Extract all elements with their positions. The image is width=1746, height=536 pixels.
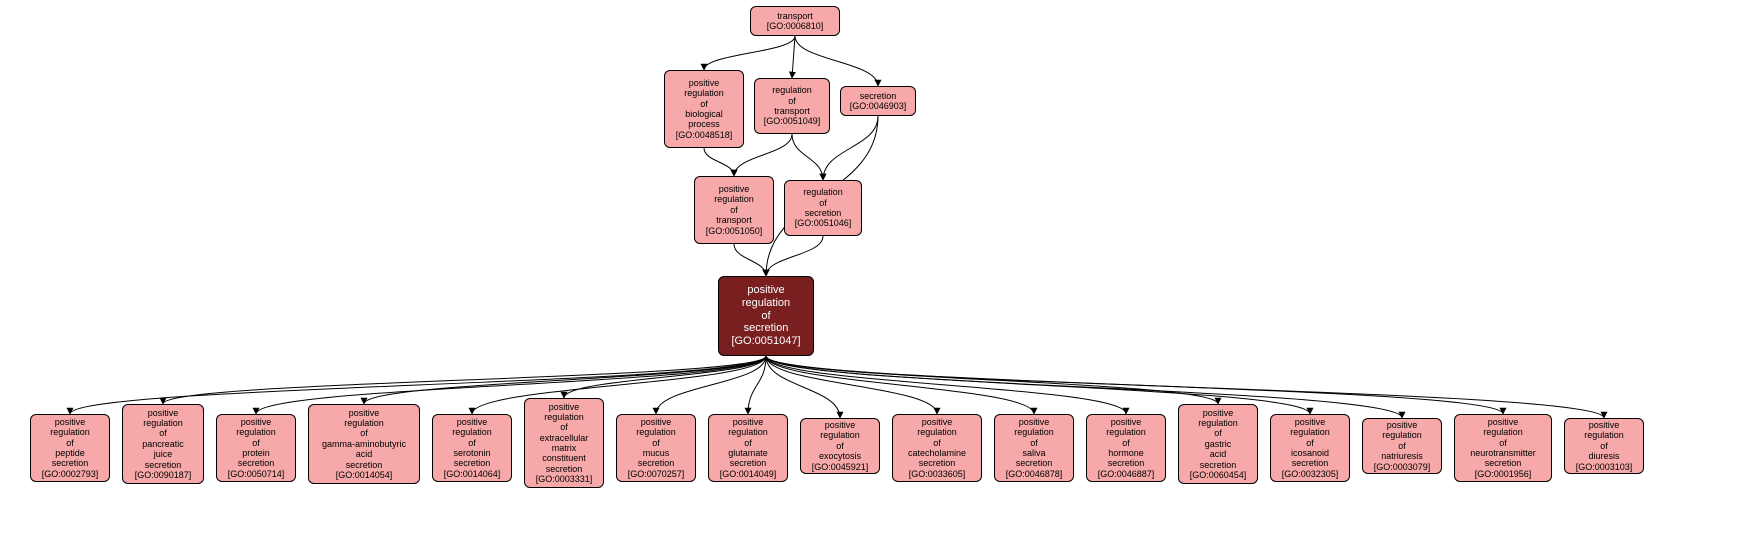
node-label: regulation of transport [GO:0051049]: [764, 85, 821, 126]
edge: [766, 356, 1402, 418]
edge: [748, 356, 766, 414]
edge: [704, 36, 795, 70]
node-focus[interactable]: positive regulation of secretion [GO:005…: [718, 276, 814, 356]
node-label: positive regulation of glutamate secreti…: [720, 417, 777, 479]
node-label: positive regulation of gastric acid secr…: [1190, 408, 1247, 480]
edge: [766, 356, 1126, 414]
node-label: positive regulation of secretion [GO:005…: [731, 284, 800, 347]
node-leaf6[interactable]: positive regulation of mucus secretion […: [616, 414, 696, 482]
edge: [823, 116, 878, 180]
node-leaf5[interactable]: positive regulation of extracellular mat…: [524, 398, 604, 488]
edge: [766, 356, 937, 414]
edge: [704, 148, 734, 176]
edge: [564, 356, 766, 398]
node-label: positive regulation of peptide secretion…: [42, 417, 99, 479]
node-label: transport [GO:0006810]: [767, 11, 824, 32]
node-label: positive regulation of extracellular mat…: [536, 402, 593, 485]
node-regsecr[interactable]: regulation of secretion [GO:0051046]: [784, 180, 862, 236]
node-label: positive regulation of mucus secretion […: [628, 417, 685, 479]
node-secretion[interactable]: secretion [GO:0046903]: [840, 86, 916, 116]
node-label: positive regulation of diuresis [GO:0003…: [1576, 420, 1633, 472]
node-label: positive regulation of transport [GO:005…: [706, 184, 763, 236]
node-label: positive regulation of catecholamine sec…: [908, 417, 966, 479]
node-leaf13[interactable]: positive regulation of icosanoid secreti…: [1270, 414, 1350, 482]
node-label: positive regulation of saliva secretion …: [1006, 417, 1063, 479]
node-leaf0[interactable]: positive regulation of peptide secretion…: [30, 414, 110, 482]
node-label: positive regulation of neurotransmitter …: [1470, 417, 1536, 479]
node-leaf11[interactable]: positive regulation of hormone secretion…: [1086, 414, 1166, 482]
node-label: positive regulation of serotonin secreti…: [444, 417, 501, 479]
edge: [472, 356, 766, 414]
node-leaf12[interactable]: positive regulation of gastric acid secr…: [1178, 404, 1258, 484]
graph-canvas: transport [GO:0006810] positive regulatio…: [0, 0, 1746, 536]
node-label: positive regulation of exocytosis [GO:00…: [812, 420, 869, 472]
node-posregtrans[interactable]: positive regulation of transport [GO:005…: [694, 176, 774, 244]
node-leaf15[interactable]: positive regulation of neurotransmitter …: [1454, 414, 1552, 482]
node-label: positive regulation of hormone secretion…: [1098, 417, 1155, 479]
node-regtrans[interactable]: regulation of transport [GO:0051049]: [754, 78, 830, 134]
node-leaf2[interactable]: positive regulation of protein secretion…: [216, 414, 296, 482]
node-label: positive regulation of gamma-aminobutyri…: [322, 408, 406, 480]
edge: [766, 356, 1218, 404]
node-label: positive regulation of pancreatic juice …: [135, 408, 192, 480]
node-leaf16[interactable]: positive regulation of diuresis [GO:0003…: [1564, 418, 1644, 474]
edge: [792, 134, 823, 180]
node-leaf3[interactable]: positive regulation of gamma-aminobutyri…: [308, 404, 420, 484]
node-label: positive regulation of biological proces…: [676, 78, 733, 140]
node-leaf10[interactable]: positive regulation of saliva secretion …: [994, 414, 1074, 482]
edge: [766, 236, 823, 276]
edge: [734, 244, 766, 276]
node-leaf8[interactable]: positive regulation of exocytosis [GO:00…: [800, 418, 880, 474]
node-leaf1[interactable]: positive regulation of pancreatic juice …: [122, 404, 204, 484]
node-posregbio[interactable]: positive regulation of biological proces…: [664, 70, 744, 148]
edge: [364, 356, 766, 404]
node-label: positive regulation of icosanoid secreti…: [1282, 417, 1339, 479]
edge: [792, 36, 795, 78]
node-leaf4[interactable]: positive regulation of serotonin secreti…: [432, 414, 512, 482]
node-leaf14[interactable]: positive regulation of natriuresis [GO:0…: [1362, 418, 1442, 474]
edge: [766, 356, 1503, 414]
edge: [163, 356, 766, 404]
edge: [766, 356, 1034, 414]
node-label: positive regulation of protein secretion…: [228, 417, 285, 479]
edge: [656, 356, 766, 414]
node-leaf7[interactable]: positive regulation of glutamate secreti…: [708, 414, 788, 482]
node-transport[interactable]: transport [GO:0006810]: [750, 6, 840, 36]
node-label: positive regulation of natriuresis [GO:0…: [1374, 420, 1431, 472]
node-leaf9[interactable]: positive regulation of catecholamine sec…: [892, 414, 982, 482]
node-label: regulation of secretion [GO:0051046]: [795, 187, 852, 228]
edge: [766, 356, 840, 418]
node-label: secretion [GO:0046903]: [850, 91, 907, 112]
